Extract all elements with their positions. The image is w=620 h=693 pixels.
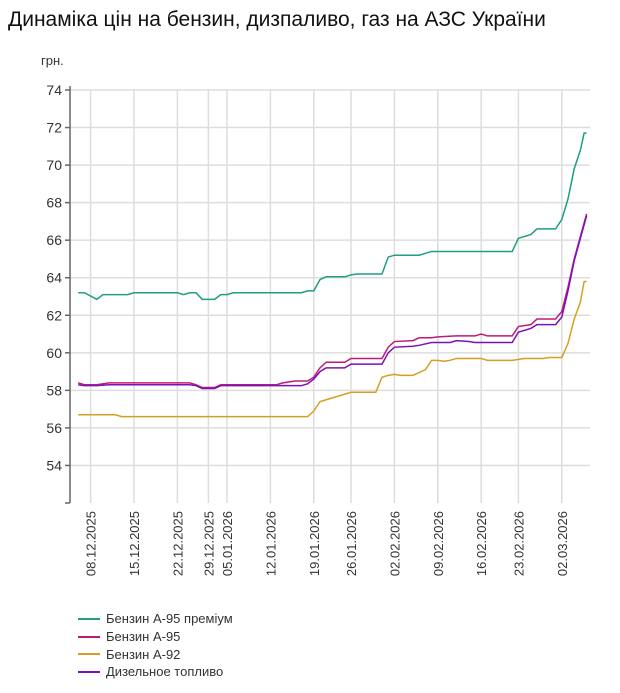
x-tick-label: 09.02.2026 — [431, 511, 446, 576]
y-tick-label: 54 — [46, 457, 62, 473]
y-tick-label: 68 — [46, 195, 62, 211]
legend-item[interactable]: Бензин А-92 — [78, 645, 233, 663]
legend-item[interactable]: Дизельное топливо — [78, 663, 233, 681]
series-line-3 — [78, 215, 588, 390]
y-tick-label: 62 — [46, 307, 62, 323]
y-tick-label: 58 — [46, 382, 62, 398]
y-tick-label: 74 — [46, 82, 62, 98]
x-tick-label: 26.01.2026 — [344, 511, 359, 576]
legend-label: Бензин А-92 — [106, 646, 181, 662]
x-tick-label: 23.02.2026 — [511, 511, 526, 576]
x-tick-label: 16.02.2026 — [474, 511, 489, 576]
y-tick-label: 70 — [46, 157, 62, 173]
y-tick-label: 64 — [46, 270, 62, 286]
x-tick-label: 02.03.2026 — [555, 511, 570, 576]
legend-swatch — [78, 635, 100, 638]
x-tick-label: 08.12.2025 — [84, 511, 99, 576]
series-line-2 — [78, 280, 587, 418]
x-tick-label: 05.01.2026 — [220, 511, 235, 576]
legend-swatch — [78, 670, 100, 673]
x-tick-label: 29.12.2025 — [201, 511, 216, 576]
x-tick-label: 02.02.2026 — [387, 511, 402, 576]
series-line-0 — [78, 132, 587, 301]
y-tick-label: 66 — [46, 232, 62, 248]
legend-label: Бензин А-95 — [106, 629, 181, 645]
legend-item[interactable]: Бензин А-95 преміум — [78, 610, 233, 628]
chart-title: Динаміка цін на бензин, дизпаливо, газ н… — [8, 8, 546, 31]
legend-label: Бензин А-95 преміум — [106, 611, 233, 627]
legend-item[interactable]: Бензин А-95 — [78, 628, 233, 646]
legend: Бензин А-95 преміум Бензин А-95 Бензин А-9… — [78, 610, 233, 681]
y-axis-label: грн. — [41, 53, 64, 68]
y-tick-label: 60 — [46, 345, 62, 361]
legend-swatch — [78, 653, 100, 656]
x-tick-label: 19.01.2026 — [307, 511, 322, 576]
x-tick-label: 15.12.2025 — [127, 511, 142, 576]
x-tick-label: 22.12.2025 — [170, 511, 185, 576]
y-tick-label: 56 — [46, 420, 62, 436]
legend-swatch — [78, 617, 100, 620]
legend-label: Дизельное топливо — [106, 664, 224, 680]
series-line-1 — [77, 213, 588, 389]
y-tick-label: 72 — [46, 120, 62, 136]
x-tick-label: 12.01.2026 — [263, 511, 278, 576]
